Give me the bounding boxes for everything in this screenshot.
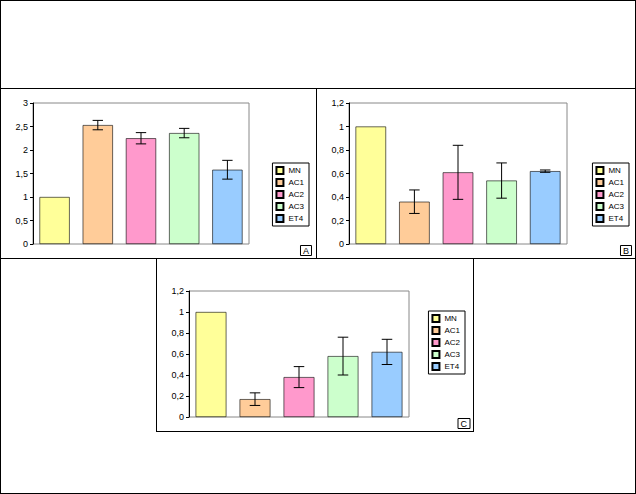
- svg-text:MN: MN: [444, 314, 457, 323]
- svg-text:1,2: 1,2: [331, 98, 344, 108]
- svg-text:B: B: [623, 246, 629, 256]
- svg-text:A: A: [303, 246, 309, 256]
- svg-text:AC1: AC1: [288, 178, 304, 187]
- svg-text:1,2: 1,2: [171, 286, 184, 296]
- svg-text:3: 3: [23, 98, 28, 108]
- svg-text:AC2: AC2: [444, 338, 460, 347]
- svg-text:0,2: 0,2: [171, 391, 184, 401]
- svg-text:AC1: AC1: [608, 178, 624, 187]
- svg-text:0,2: 0,2: [331, 216, 344, 226]
- svg-text:ET4: ET4: [444, 362, 459, 371]
- svg-text:1,5: 1,5: [15, 169, 28, 179]
- svg-text:0,6: 0,6: [331, 169, 344, 179]
- svg-text:ET4: ET4: [288, 214, 303, 223]
- svg-text:1: 1: [179, 307, 184, 317]
- svg-text:AC3: AC3: [288, 202, 304, 211]
- svg-text:MN: MN: [608, 166, 621, 175]
- svg-text:ET4: ET4: [608, 214, 623, 223]
- svg-text:MN: MN: [288, 166, 301, 175]
- svg-text:0: 0: [23, 239, 28, 249]
- svg-text:AC2: AC2: [288, 190, 304, 199]
- svg-text:0,4: 0,4: [171, 370, 184, 380]
- svg-text:0,8: 0,8: [331, 145, 344, 155]
- svg-text:0,8: 0,8: [171, 328, 184, 338]
- svg-text:0,5: 0,5: [15, 216, 28, 226]
- svg-text:0: 0: [179, 412, 184, 422]
- svg-text:0: 0: [339, 239, 344, 249]
- svg-text:1: 1: [339, 122, 344, 132]
- svg-text:0,6: 0,6: [171, 349, 184, 359]
- svg-text:1: 1: [23, 192, 28, 202]
- svg-text:AC2: AC2: [608, 190, 624, 199]
- svg-text:AC3: AC3: [608, 202, 624, 211]
- svg-text:2: 2: [23, 145, 28, 155]
- svg-text:C: C: [461, 419, 468, 429]
- svg-text:AC3: AC3: [444, 350, 460, 359]
- svg-text:2,5: 2,5: [15, 122, 28, 132]
- svg-text:0,4: 0,4: [331, 192, 344, 202]
- svg-text:AC1: AC1: [444, 326, 460, 335]
